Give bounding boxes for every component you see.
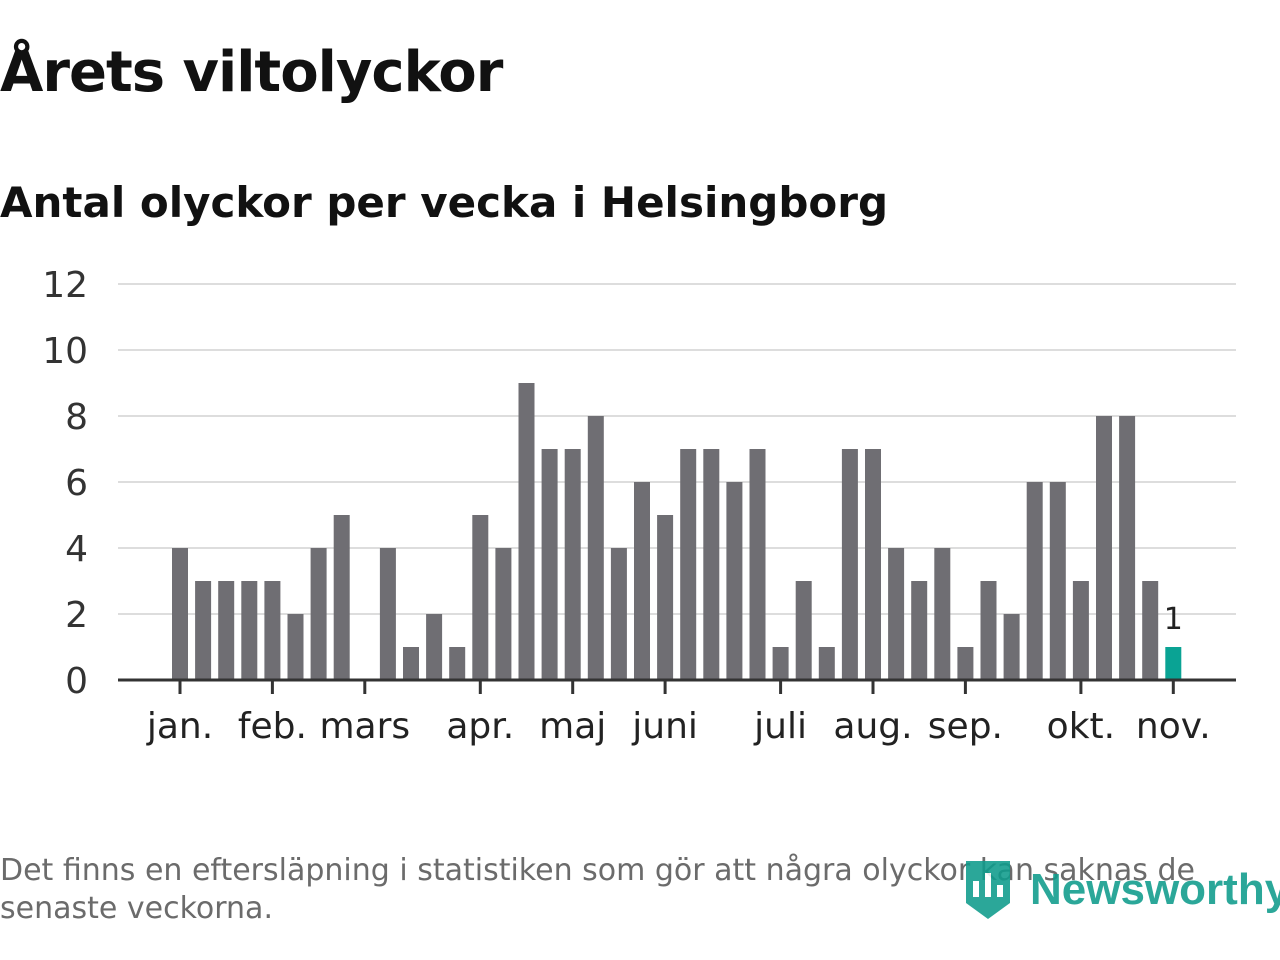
y-tick-label: 8 xyxy=(65,397,88,438)
newsworthy-logo-icon xyxy=(966,861,1010,919)
bar xyxy=(426,614,443,680)
x-tick-label: maj xyxy=(539,706,606,747)
y-tick-label: 10 xyxy=(42,331,88,372)
bar xyxy=(333,515,350,680)
bar xyxy=(1119,416,1136,680)
x-tick-label: nov. xyxy=(1136,706,1211,747)
data-label: 1 xyxy=(1164,602,1183,637)
bar xyxy=(1096,416,1112,680)
bar xyxy=(1049,482,1066,680)
gridlines xyxy=(118,283,1236,615)
bar xyxy=(564,449,581,680)
bar xyxy=(587,416,604,680)
data-labels: 1 xyxy=(1164,602,1183,637)
chart-title: Årets viltolyckor xyxy=(0,40,503,105)
x-tick-label: jan. xyxy=(146,706,213,747)
x-tick-label: juli xyxy=(753,706,807,747)
bar xyxy=(495,548,512,680)
bar xyxy=(449,647,466,680)
x-tick-label: mars xyxy=(319,706,410,747)
bar xyxy=(403,647,419,680)
bar xyxy=(772,647,789,680)
y-tick-label: 6 xyxy=(65,463,88,504)
bar xyxy=(541,449,558,680)
bar xyxy=(610,548,627,680)
bar xyxy=(287,614,304,680)
bar xyxy=(634,482,650,680)
bar xyxy=(379,548,396,680)
y-tick-label: 12 xyxy=(42,265,88,306)
x-tick-label: aug. xyxy=(833,706,912,747)
bar xyxy=(472,515,489,680)
bar xyxy=(934,548,951,680)
bar xyxy=(957,647,974,680)
bar xyxy=(726,482,743,680)
bar xyxy=(172,548,188,680)
bar xyxy=(980,581,997,680)
bar xyxy=(195,581,212,680)
bar xyxy=(310,548,327,680)
x-tick-label: juni xyxy=(631,706,698,747)
bars xyxy=(172,383,1182,680)
bar xyxy=(680,449,697,680)
bar xyxy=(841,449,858,680)
bar xyxy=(518,383,535,680)
bar xyxy=(911,581,928,680)
bar xyxy=(241,581,258,680)
bar xyxy=(218,581,235,680)
y-tick-label: 0 xyxy=(65,661,88,702)
bar xyxy=(1003,614,1020,680)
x-tick-label: apr. xyxy=(446,706,514,747)
bar xyxy=(1072,581,1089,680)
brand-logo: Newsworthy xyxy=(962,860,1280,920)
bar-chart: 0 2 4 6 8 10 12 jan. feb. mars apr. maj juni juli aug… xyxy=(42,265,1236,747)
x-tick-label: feb. xyxy=(238,706,307,747)
bar xyxy=(657,515,674,680)
bar xyxy=(818,647,835,680)
x-axis: jan. feb. mars apr. maj juni juli aug. sep. okt. n… xyxy=(118,678,1236,747)
brand-name: Newsworthy xyxy=(1030,865,1280,914)
bar xyxy=(749,449,766,680)
x-tick-label: sep. xyxy=(928,706,1003,747)
y-tick-label: 4 xyxy=(65,529,88,570)
bar xyxy=(795,581,812,680)
bar xyxy=(1142,581,1159,680)
chart-subtitle: Antal olyckor per vecka i Helsingborg xyxy=(0,178,889,227)
bar xyxy=(264,581,281,680)
bar xyxy=(703,449,720,680)
x-tick-label: okt. xyxy=(1047,706,1115,747)
highlight-bar xyxy=(1165,647,1182,680)
y-axis-ticks: 0 2 4 6 8 10 12 xyxy=(42,265,88,702)
bar xyxy=(865,449,881,680)
bar xyxy=(888,548,905,680)
bar xyxy=(1026,482,1043,680)
y-tick-label: 2 xyxy=(65,595,88,636)
